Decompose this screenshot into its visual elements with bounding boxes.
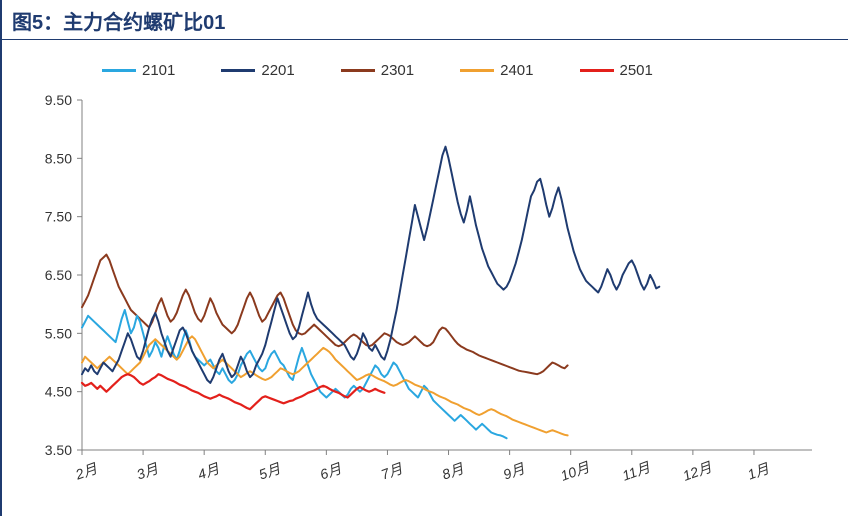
svg-text:1月: 1月 (745, 460, 772, 483)
chart-container: 图5：主力合约螺矿比01 2101 2201 2301 2401 2501 3.50 4.… (0, 0, 848, 516)
svg-text:9.50: 9.50 (45, 92, 72, 108)
legend-swatch (221, 69, 255, 72)
legend-label: 2201 (261, 62, 294, 79)
svg-text:3.50: 3.50 (45, 442, 72, 458)
svg-text:7月: 7月 (379, 460, 406, 483)
svg-text:5.50: 5.50 (45, 325, 72, 341)
legend-swatch (341, 69, 375, 72)
legend-label: 2501 (620, 62, 653, 79)
legend-swatch (580, 69, 614, 72)
svg-text:4.50: 4.50 (45, 384, 72, 400)
legend-item: 2401 (460, 62, 533, 79)
svg-text:6月: 6月 (318, 460, 345, 483)
title-bar: 图5：主力合约螺矿比01 (2, 0, 848, 40)
svg-text:8.50: 8.50 (45, 150, 72, 166)
svg-text:8月: 8月 (440, 460, 467, 483)
legend-label: 2301 (381, 62, 414, 79)
svg-text:2月: 2月 (72, 460, 100, 483)
chart-title: 图5：主力合约螺矿比01 (12, 6, 838, 35)
legend-swatch (460, 69, 494, 72)
legend-item: 2501 (580, 62, 653, 79)
svg-text:12月: 12月 (681, 458, 715, 483)
legend-item: 2201 (221, 62, 294, 79)
legend-label: 2101 (142, 62, 175, 79)
legend: 2101 2201 2301 2401 2501 (102, 62, 808, 79)
svg-text:5月: 5月 (257, 460, 284, 483)
svg-text:9月: 9月 (501, 460, 528, 483)
svg-text:10月: 10月 (558, 458, 592, 483)
legend-label: 2401 (500, 62, 533, 79)
svg-text:4月: 4月 (195, 460, 222, 483)
legend-item: 2101 (102, 62, 175, 79)
line-chart: 3.50 4.50 5.50 6.50 7.50 8.50 9.50 2月 3月 4月 5月 6月 7月… (32, 90, 832, 500)
svg-text:6.50: 6.50 (45, 267, 72, 283)
svg-text:7.50: 7.50 (45, 209, 72, 225)
svg-text:11月: 11月 (620, 459, 653, 484)
svg-text:3月: 3月 (134, 460, 161, 483)
legend-item: 2301 (341, 62, 414, 79)
legend-swatch (102, 69, 136, 72)
